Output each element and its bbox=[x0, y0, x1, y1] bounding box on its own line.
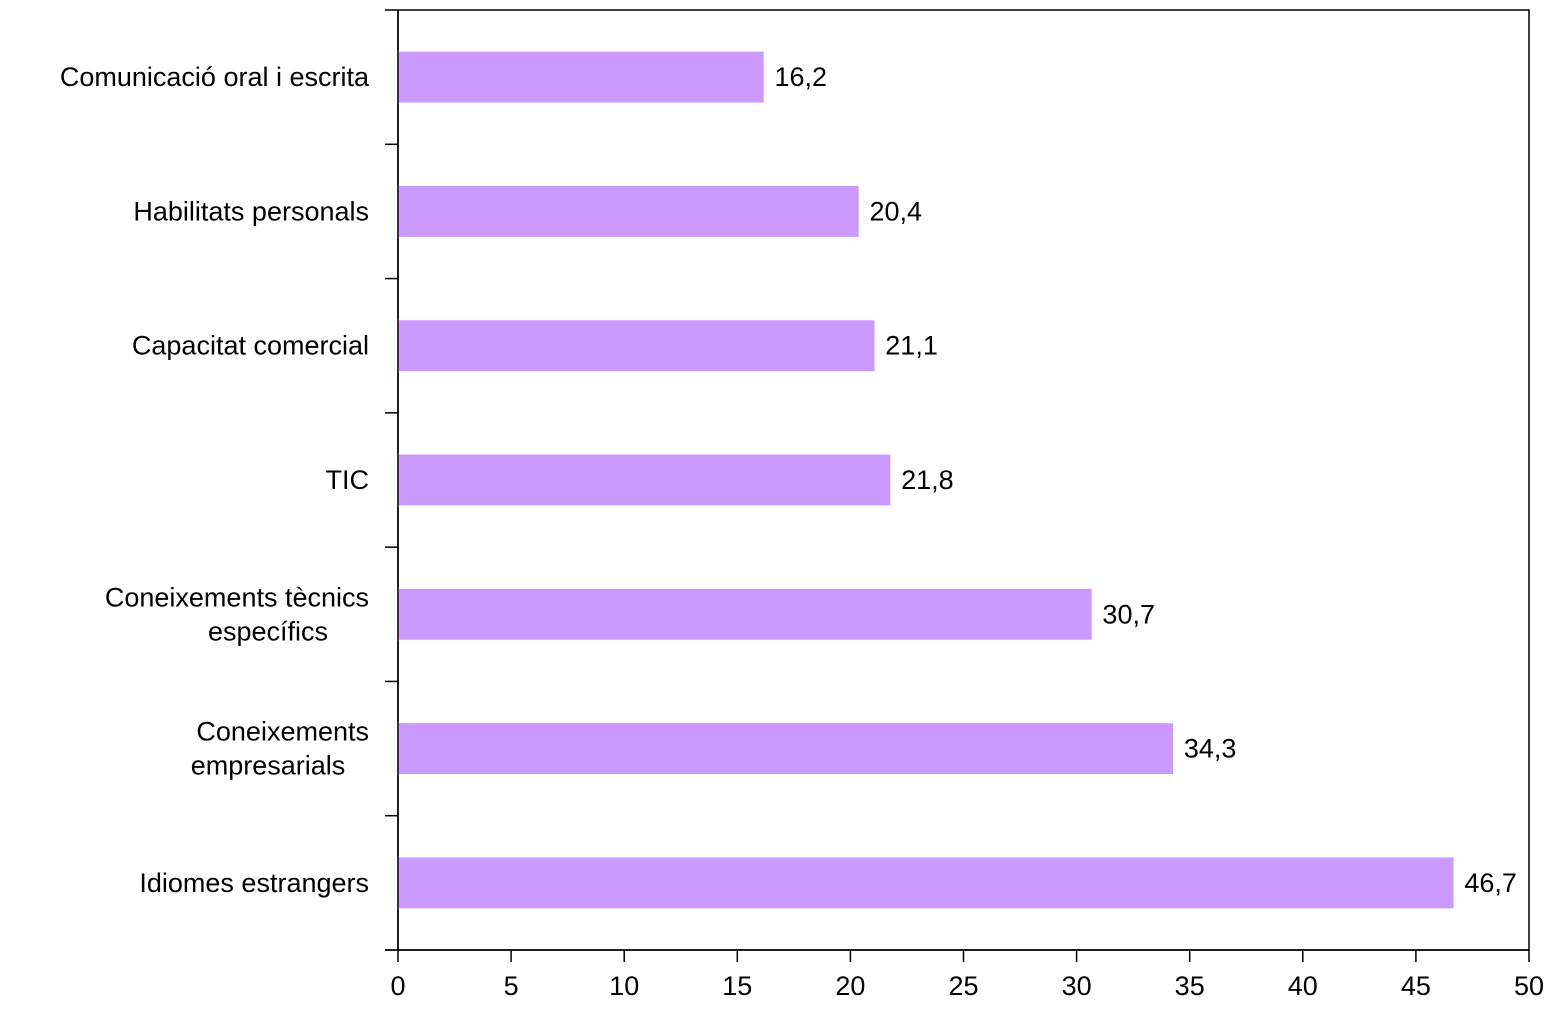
value-labels-group: 16,2 20,4 21,1 21,8 30,7 34,3 46,7 bbox=[774, 62, 1516, 898]
bar-value-label: 16,2 bbox=[774, 62, 827, 92]
category-label: TIC bbox=[326, 465, 370, 495]
bar-value-label: 34,3 bbox=[1184, 734, 1237, 764]
bar-value-label: 46,7 bbox=[1464, 868, 1517, 898]
x-tick-label: 50 bbox=[1514, 971, 1544, 1001]
category-label: empresarials bbox=[191, 751, 346, 781]
category-label: específics bbox=[208, 616, 328, 646]
bar bbox=[397, 855, 1456, 910]
bar-value-label: 20,4 bbox=[869, 196, 922, 226]
bar bbox=[397, 318, 877, 373]
bar bbox=[397, 587, 1094, 642]
category-label: Habilitats personals bbox=[133, 196, 369, 226]
bar bbox=[397, 50, 766, 105]
bars-group bbox=[397, 50, 1456, 910]
x-tick-label: 45 bbox=[1401, 971, 1431, 1001]
bar-value-label: 21,1 bbox=[885, 331, 938, 361]
x-axis-ticks-group: 0 5 10 15 20 25 30 35 40 45 50 bbox=[390, 950, 1544, 1001]
x-tick-label: 40 bbox=[1288, 971, 1318, 1001]
x-tick-label: 0 bbox=[390, 971, 405, 1001]
category-label: Comunicació oral i escrita bbox=[60, 62, 370, 92]
bar bbox=[397, 453, 892, 507]
category-label: Capacitat comercial bbox=[132, 331, 369, 361]
x-tick-label: 15 bbox=[722, 971, 752, 1001]
x-tick-label: 5 bbox=[504, 971, 519, 1001]
x-tick-label: 30 bbox=[1062, 971, 1092, 1001]
category-label: Coneixements tècnics bbox=[105, 582, 369, 612]
x-tick-label: 20 bbox=[835, 971, 865, 1001]
category-label: Idiomes estrangers bbox=[139, 868, 369, 898]
category-labels-group: Comunicació oral i escrita Habilitats per… bbox=[60, 62, 370, 898]
bar-value-label: 30,7 bbox=[1102, 599, 1155, 629]
y-axis-ticks-group bbox=[385, 9, 398, 951]
x-tick-label: 10 bbox=[609, 971, 639, 1001]
category-label: Coneixements bbox=[196, 717, 369, 747]
bar bbox=[397, 184, 861, 239]
bar bbox=[397, 721, 1175, 776]
bar-value-label: 21,8 bbox=[901, 465, 954, 495]
x-tick-label: 35 bbox=[1175, 971, 1205, 1001]
x-tick-label: 25 bbox=[948, 971, 978, 1001]
